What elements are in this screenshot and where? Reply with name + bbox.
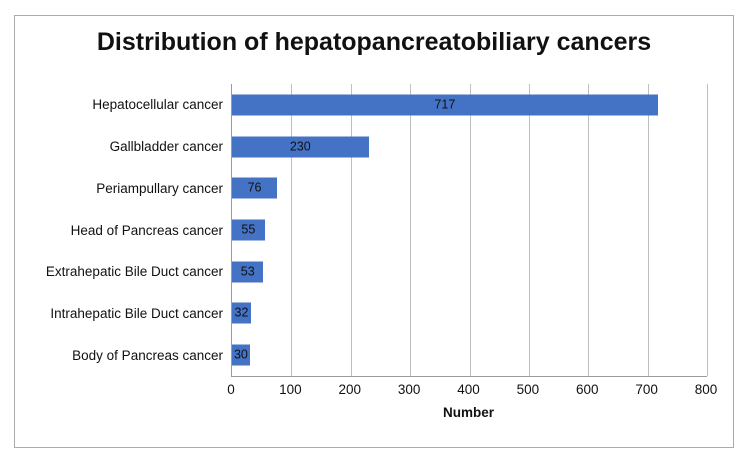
- category-label: Intrahepatic Bile Duct cancer: [50, 305, 223, 321]
- gridline-300: [410, 84, 412, 376]
- gridline-700: [647, 84, 649, 376]
- x-tick-label-400: 400: [457, 382, 480, 397]
- x-tick-label-0: 0: [227, 382, 235, 397]
- bar-4: 55: [232, 219, 265, 241]
- gridline-200: [350, 84, 352, 376]
- x-tick-label-200: 200: [338, 382, 362, 397]
- category-label: Head of Pancreas cancer: [70, 222, 223, 238]
- bar-value-label: 53: [240, 264, 255, 279]
- bar-value-label: 32: [234, 305, 249, 320]
- chart-title: Distribution of hepatopancreatobiliary c…: [96, 28, 652, 56]
- x-tick-label-100: 100: [279, 382, 302, 397]
- bar-row: 717: [232, 84, 707, 126]
- bar-6: 32: [232, 302, 251, 324]
- bar-value-label: 30: [233, 347, 248, 362]
- bar-row: 55: [232, 209, 707, 251]
- bar-1: 717: [232, 94, 658, 116]
- bar-series: 717 230 76 55 53 32 30: [232, 84, 707, 376]
- x-tick-label-300: 300: [397, 382, 421, 397]
- value-axis-ticks: 0 100 200 300 400 500 600 700 800: [227, 382, 717, 400]
- bar-value-label: 55: [241, 222, 256, 237]
- x-tick-label-600: 600: [575, 382, 599, 397]
- bar-value-label: 717: [434, 97, 456, 112]
- gridline-600: [588, 84, 590, 376]
- chart-frame: Distribution of hepatopancreatobiliary c…: [14, 15, 734, 448]
- category-label: Extrahepatic Bile Duct cancer: [45, 264, 223, 280]
- bar-3: 76: [232, 177, 278, 199]
- x-tick-label-800: 800: [694, 382, 718, 397]
- bar-2: 230: [232, 136, 369, 158]
- category-label: Body of Pancreas cancer: [72, 347, 223, 363]
- category-axis-labels: Hepatocellular cancer Gallbladder cancer P…: [31, 84, 223, 376]
- x-tick-label-700: 700: [635, 382, 658, 397]
- bar-row: 30: [232, 334, 707, 376]
- gridline-100: [291, 84, 293, 376]
- gridline-400: [469, 84, 471, 376]
- bar-value-label: 76: [247, 180, 262, 195]
- category-label: Gallbladder cancer: [109, 139, 223, 155]
- x-tick-label-500: 500: [516, 382, 540, 397]
- bar-row: 76: [232, 167, 707, 209]
- value-axis-title: Number: [442, 405, 494, 420]
- category-label: Hepatocellular cancer: [92, 97, 223, 113]
- gridline-500: [528, 84, 530, 376]
- bar-7: 30: [232, 344, 250, 366]
- bar-value-label: 230: [289, 139, 311, 154]
- bar-row: 32: [232, 293, 707, 335]
- gridline-800: [707, 84, 708, 376]
- bar-row: 230: [232, 126, 707, 168]
- plot-area: 717 230 76 55 53 32 30: [231, 84, 708, 377]
- category-label: Periampullary cancer: [96, 180, 223, 196]
- bar-row: 53: [232, 251, 707, 293]
- bar-5: 53: [232, 261, 264, 283]
